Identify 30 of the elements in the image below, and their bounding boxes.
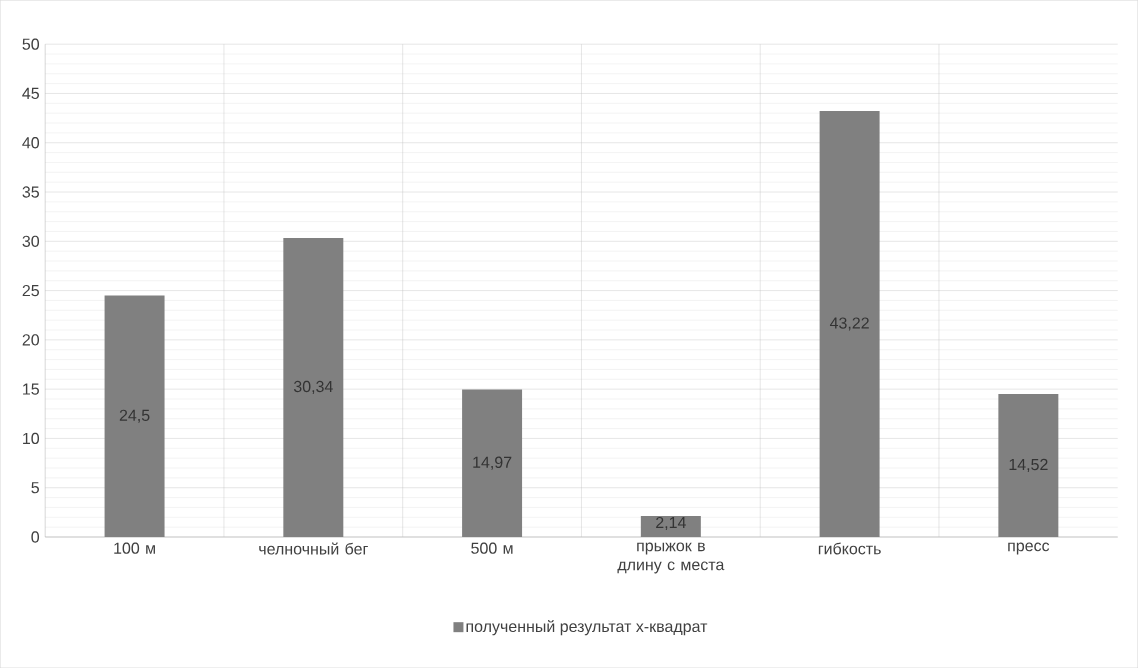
legend-label: полученный результат х-квадрат [466, 619, 708, 636]
y-tick-label: 15 [23, 383, 39, 395]
data-label: 14,52 [1009, 458, 1048, 472]
x-tick-label: 100 м [114, 542, 155, 554]
data-label: 14,97 [473, 456, 512, 470]
y-tick-label: 40 [22, 137, 40, 149]
x-tick-label: гибкость [818, 542, 881, 555]
bar [640, 515, 701, 537]
data-label: 24,5 [119, 409, 150, 423]
bar [462, 389, 523, 537]
y-tick-label: 10 [23, 432, 40, 445]
x-tick-label: 500 м [471, 542, 513, 554]
y-tick-label: 50 [22, 38, 40, 50]
data-label: 30,34 [293, 380, 333, 395]
y-tick-label: 5 [31, 482, 39, 494]
y-tick-label: 0 [31, 531, 40, 543]
y-tick-label: 20 [22, 334, 40, 346]
y-tick-label: 45 [22, 87, 39, 99]
bar [283, 237, 344, 537]
y-tick-label: 30 [22, 235, 40, 247]
x-tick-label: челночный бег [259, 542, 368, 555]
bar [998, 393, 1059, 537]
data-label: 43,22 [829, 317, 869, 331]
y-tick-label: 25 [22, 284, 39, 297]
y-tick-label: 35 [22, 186, 39, 198]
bar [104, 295, 165, 537]
x-tick-label: пресс [1008, 542, 1050, 555]
data-label: 2,14 [656, 516, 686, 531]
x-tick-label: прыжок в длину с места [617, 542, 725, 574]
bar [819, 110, 880, 537]
